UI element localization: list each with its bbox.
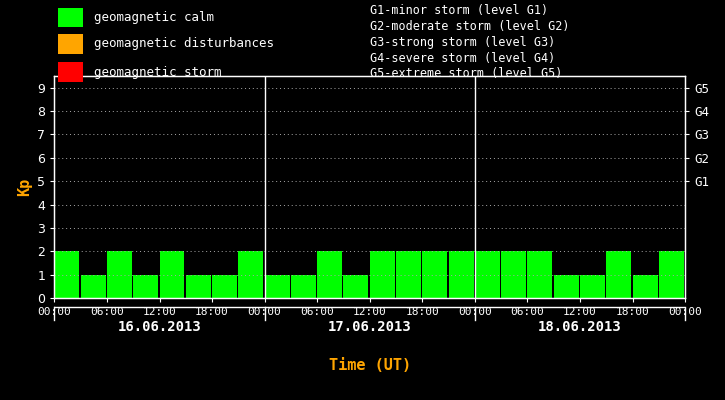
Text: Time (UT): Time (UT) <box>328 358 411 374</box>
Bar <box>422 251 447 298</box>
Bar <box>370 251 394 298</box>
Bar <box>54 251 79 298</box>
Text: G1-minor storm (level G1): G1-minor storm (level G1) <box>370 4 548 17</box>
Bar <box>344 275 368 298</box>
Bar <box>58 8 83 27</box>
Bar <box>160 251 184 298</box>
Bar <box>107 251 132 298</box>
Bar <box>527 251 552 298</box>
Bar <box>317 251 342 298</box>
Text: G3-strong storm (level G3): G3-strong storm (level G3) <box>370 36 555 49</box>
Bar <box>133 275 158 298</box>
Bar <box>58 34 83 54</box>
Text: geomagnetic storm: geomagnetic storm <box>94 66 222 79</box>
Bar <box>396 251 421 298</box>
Text: geomagnetic calm: geomagnetic calm <box>94 11 215 24</box>
Text: geomagnetic disturbances: geomagnetic disturbances <box>94 38 274 50</box>
Bar <box>291 275 316 298</box>
Bar <box>239 251 263 298</box>
Text: G4-severe storm (level G4): G4-severe storm (level G4) <box>370 52 555 64</box>
Bar <box>475 251 500 298</box>
Text: G5-extreme storm (level G5): G5-extreme storm (level G5) <box>370 68 562 80</box>
Bar <box>632 275 658 298</box>
Bar <box>186 275 211 298</box>
Bar <box>58 62 83 82</box>
Text: 16.06.2013: 16.06.2013 <box>117 320 202 334</box>
Bar <box>80 275 106 298</box>
Bar <box>606 251 631 298</box>
Bar <box>501 251 526 298</box>
Bar <box>659 251 684 298</box>
Bar <box>265 275 289 298</box>
Bar <box>212 275 237 298</box>
Bar <box>449 251 473 298</box>
Bar <box>685 275 710 298</box>
Text: 18.06.2013: 18.06.2013 <box>538 320 622 334</box>
Text: G2-moderate storm (level G2): G2-moderate storm (level G2) <box>370 20 569 33</box>
Bar <box>554 275 579 298</box>
Y-axis label: Kp: Kp <box>17 178 32 196</box>
Text: 17.06.2013: 17.06.2013 <box>328 320 412 334</box>
Bar <box>580 275 605 298</box>
